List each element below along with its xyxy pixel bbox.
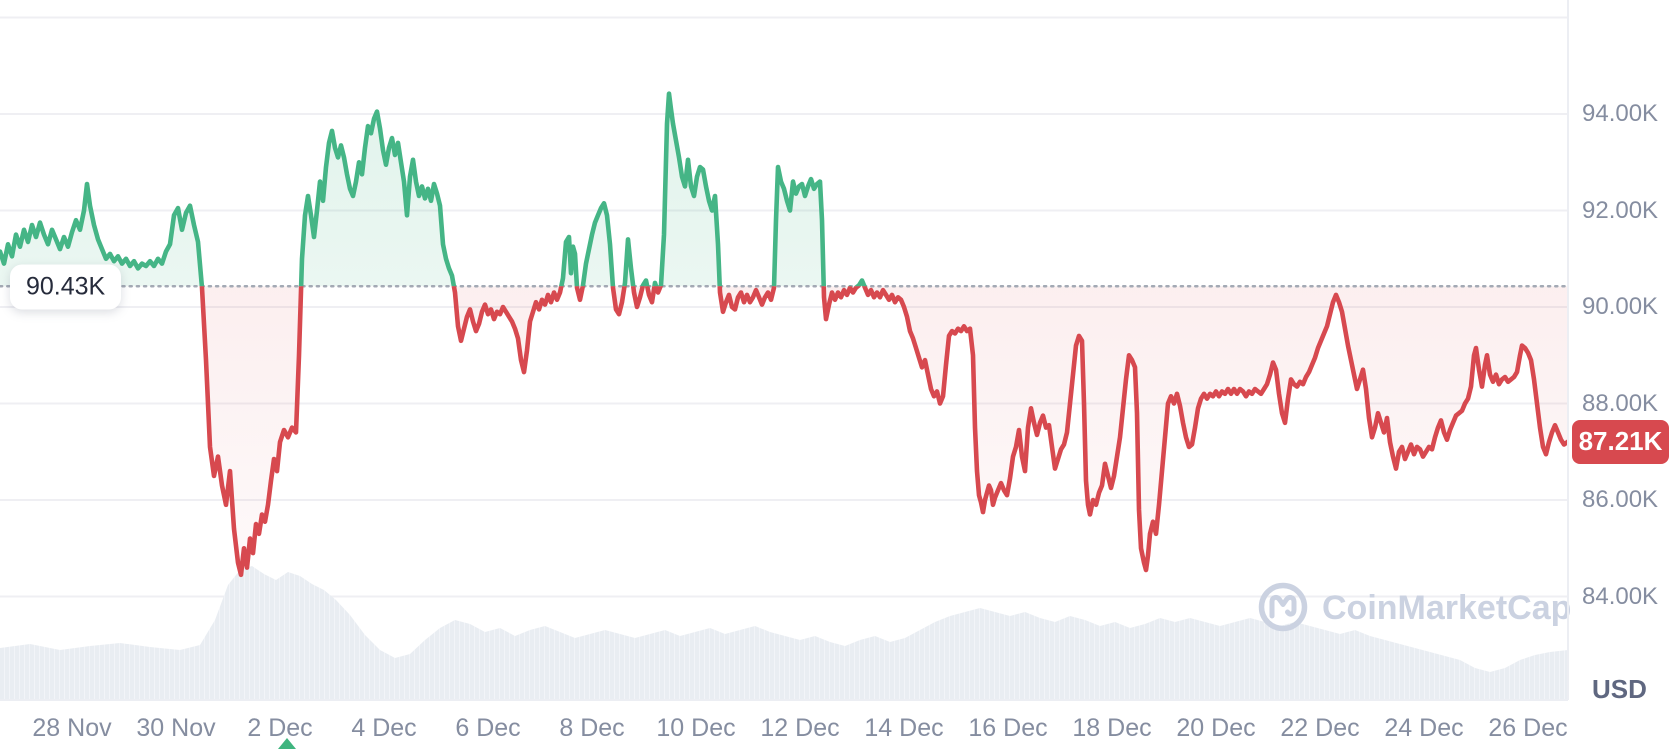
y-axis-label: 84.00K	[1582, 582, 1659, 610]
x-axis-label: 10 Dec	[656, 714, 736, 742]
price-area-below-baseline	[0, 286, 1568, 575]
price-line-green	[0, 91, 867, 287]
x-axis-label: 16 Dec	[968, 714, 1048, 742]
x-axis-label: 20 Dec	[1176, 714, 1256, 742]
price-line-red	[199, 286, 1568, 578]
y-axis-label: 90.00K	[1582, 293, 1659, 320]
y-axis-label: 88.00K	[1582, 389, 1659, 417]
last-price-badge: 87.21K	[1572, 419, 1669, 464]
currency-unit-label: USD	[1592, 674, 1647, 704]
x-axis-label: 24 Dec	[1384, 714, 1464, 742]
x-axis-label: 18 Dec	[1072, 714, 1152, 742]
x-axis-label: 4 Dec	[351, 714, 417, 742]
x-axis-label: 14 Dec	[864, 714, 944, 742]
x-axis-label: 22 Dec	[1280, 714, 1360, 742]
y-axis-label: 92.00K	[1582, 196, 1659, 224]
y-axis-label: 86.00K	[1582, 486, 1659, 513]
x-axis-label: 28 Nov	[32, 714, 112, 742]
volume-area	[0, 566, 1568, 700]
baseline-price-pill: 90.43K	[10, 264, 122, 310]
x-axis-label: 26 Dec	[1488, 714, 1568, 742]
x-axis-label: 6 Dec	[455, 714, 521, 742]
x-axis-label: 8 Dec	[559, 714, 625, 742]
x-axis-label: 12 Dec	[760, 714, 840, 742]
coinmarketcap-wordmark: CoinMarketCap	[1322, 589, 1571, 627]
y-axis-label: 94.00K	[1582, 100, 1659, 127]
x-axis-label: 30 Nov	[136, 714, 216, 742]
x-axis-label: 2 Dec	[247, 714, 313, 742]
coinmarketcap-logo-icon: CoinMarketCap	[1258, 582, 1571, 632]
date-marker-triangle[interactable]	[278, 738, 296, 749]
